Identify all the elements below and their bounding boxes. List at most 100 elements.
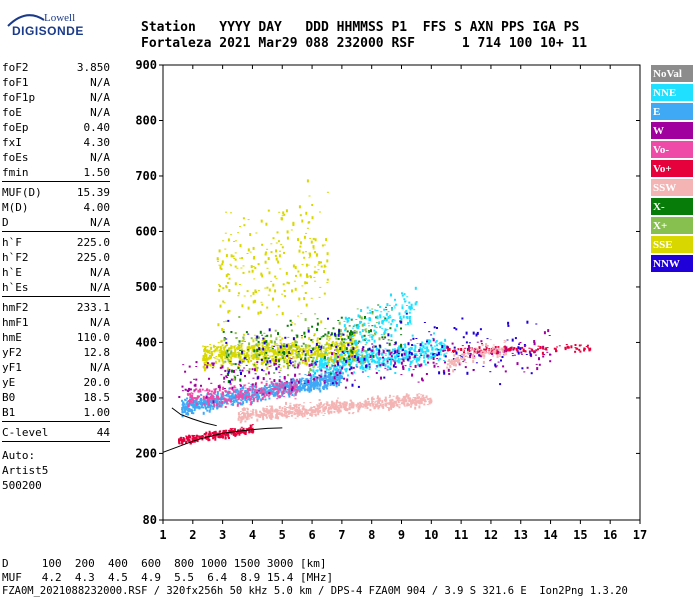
echo-point: [433, 354, 436, 358]
echo-point: [272, 393, 275, 397]
echo-point: [558, 345, 561, 347]
echo-point: [329, 408, 332, 410]
echo-point: [320, 360, 323, 363]
echo-point: [405, 305, 408, 306]
echo-point: [230, 399, 232, 403]
echo-point: [290, 411, 293, 412]
echo-point: [227, 319, 230, 322]
echo-point: [447, 368, 450, 372]
echo-point: [305, 383, 308, 386]
echo-point: [318, 360, 321, 364]
echo-point: [323, 363, 326, 365]
echo-point: [253, 392, 256, 396]
echo-point: [330, 344, 333, 346]
echo-point: [409, 363, 412, 366]
echo-point: [201, 388, 204, 391]
echo-point: [224, 248, 227, 250]
echo-point: [220, 398, 223, 400]
echo-point: [275, 257, 278, 261]
echo-point: [425, 373, 428, 375]
echo-point: [369, 404, 372, 407]
echo-point: [288, 389, 291, 393]
echo-point: [243, 352, 246, 356]
echo-point: [280, 243, 283, 245]
echo-point: [210, 346, 213, 350]
echo-point: [350, 335, 353, 339]
echo-point: [327, 343, 330, 347]
echo-point: [233, 354, 236, 358]
echo-point: [230, 433, 233, 435]
echo-point: [316, 369, 319, 373]
echo-point: [412, 353, 415, 355]
echo-point: [246, 428, 249, 430]
echo-point: [291, 351, 294, 355]
echo-point: [378, 349, 381, 353]
echo-point: [407, 360, 410, 362]
echo-point: [326, 384, 329, 387]
echo-point: [200, 394, 203, 396]
echo-point: [236, 352, 239, 353]
echo-point: [186, 397, 189, 400]
echo-point: [304, 357, 307, 361]
echo-point: [371, 343, 374, 345]
echo-point: [300, 358, 302, 361]
echo-point: [410, 401, 413, 404]
echo-point: [388, 407, 390, 411]
echo-point: [191, 393, 194, 394]
echo-point: [270, 416, 273, 420]
echo-point: [291, 386, 294, 390]
echo-point: [331, 403, 334, 405]
echo-point: [235, 394, 238, 398]
echo-point: [392, 401, 394, 403]
echo-point: [384, 363, 387, 367]
echo-point: [472, 356, 475, 360]
echo-point: [421, 377, 423, 381]
echo-point: [352, 358, 355, 360]
echo-point: [346, 330, 349, 333]
echo-point: [357, 348, 360, 352]
echo-point: [360, 404, 363, 408]
echo-point: [246, 290, 249, 293]
echo-point: [341, 376, 343, 379]
echo-point: [181, 409, 184, 413]
echo-point: [340, 370, 343, 373]
echo-point: [361, 403, 364, 405]
echo-point: [195, 399, 198, 403]
echo-point: [461, 345, 464, 347]
echo-point: [289, 392, 292, 395]
echo-point: [309, 381, 312, 383]
echo-point: [295, 344, 298, 347]
echo-point: [448, 359, 451, 363]
echo-point: [315, 357, 318, 360]
echo-point: [234, 363, 237, 366]
echo-point: [469, 352, 472, 355]
echo-point: [195, 438, 198, 440]
echo-point: [337, 355, 340, 358]
x-tick-label: 5: [279, 528, 286, 542]
echo-point: [225, 375, 228, 378]
echo-point: [239, 428, 242, 431]
echo-point: [236, 403, 239, 407]
echo-point: [338, 364, 341, 367]
echo-point: [333, 384, 336, 387]
param-name: foF2: [2, 61, 29, 74]
echo-point: [347, 374, 349, 377]
echo-point: [237, 362, 240, 365]
echo-point: [306, 417, 309, 419]
echo-point: [270, 413, 273, 417]
echo-point: [232, 399, 235, 403]
echo-point: [424, 343, 427, 346]
echo-point: [206, 362, 209, 365]
echo-point: [501, 349, 504, 353]
echo-point: [299, 384, 302, 386]
echo-point: [338, 355, 341, 358]
echo-point: [323, 412, 326, 414]
echo-point: [256, 393, 259, 397]
echo-point: [278, 371, 281, 373]
echo-point: [522, 348, 525, 352]
echo-point: [422, 398, 425, 401]
echo-point: [218, 284, 220, 286]
echo-point: [362, 403, 365, 405]
echo-point: [347, 319, 350, 322]
echo-point: [333, 332, 336, 336]
